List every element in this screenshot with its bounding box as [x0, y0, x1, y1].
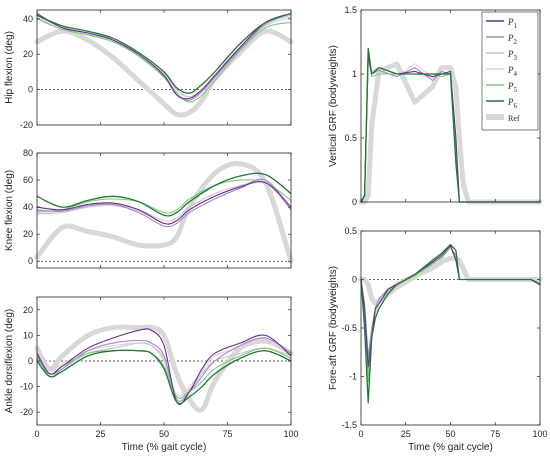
y-tick-label: -0.5: [341, 323, 357, 333]
y-tick-label: -20: [20, 120, 33, 130]
y-tick-label: 0.5: [344, 133, 357, 143]
series-group: [34, 12, 294, 118]
series-line-p1: [360, 244, 541, 368]
x-axis-label: Time (% gait cycle): [408, 442, 493, 453]
legend-label: P3: [507, 49, 518, 62]
series-line-p6: [360, 243, 541, 404]
y-tick-label: 80: [23, 148, 33, 158]
series-line-p3: [36, 342, 292, 399]
y-axis-label: Vertical GRF (bodyweights): [328, 45, 339, 167]
y-tick-label: 40: [23, 14, 33, 24]
y-tick-label: 10: [23, 330, 33, 340]
y-axis-label: Hip flexion (deg): [4, 31, 15, 104]
panel-4: 0 0.5 1 1.5 Vertical GRF (bodyweights): [328, 5, 543, 207]
panel-5: -1.5 -1 -0.5 0 0.5 0 25 50 75 100 Fore-aft GRF (bo…: [328, 226, 548, 453]
y-tick-label: 1: [352, 69, 357, 79]
x-tick-label: 25: [95, 429, 105, 439]
series-group: [34, 324, 294, 413]
series-line-ref: [34, 324, 294, 413]
series-line-p6: [36, 12, 292, 94]
y-tick-label: -1.5: [341, 420, 357, 430]
series-line-p2: [360, 246, 541, 358]
legend-box: [481, 11, 539, 131]
y-axis-label: Fore-aft GRF (bodyweights): [328, 266, 339, 390]
x-tick-label: 75: [222, 429, 232, 439]
x-tick-label: 25: [401, 429, 411, 439]
panel-2: 0 20 40 60 80 Knee flexion (deg): [4, 148, 294, 269]
series-line-ref: [358, 61, 543, 205]
series-line-p5: [36, 18, 292, 103]
y-tick-label: 0.5: [344, 226, 357, 236]
series-line-p6: [36, 349, 292, 405]
y-axis-label: Ankle dorsiflexion (deg): [4, 309, 15, 414]
y-tick-label: -20: [20, 407, 33, 417]
y-tick-label: 0: [352, 275, 357, 285]
series-line-p6: [36, 172, 292, 217]
y-tick-label: 40: [23, 202, 33, 212]
series-line-p1: [36, 328, 292, 405]
series-line-p2: [36, 12, 292, 101]
y-tick-label: -1: [349, 372, 357, 382]
legend-label: P1: [507, 17, 518, 30]
panel-3: -20 -10 0 10 20 0 25 50 75 100 Ankle dorsiflexion …: [4, 296, 299, 453]
y-tick-label: 0: [28, 356, 33, 366]
y-tick-label: 1.5: [344, 5, 357, 15]
series-line-p5: [36, 179, 292, 214]
y-tick-label: 20: [23, 49, 33, 59]
y-tick-label: 20: [23, 229, 33, 239]
x-tick-label: 50: [445, 429, 455, 439]
y-tick-label: 0: [28, 256, 33, 266]
axes-box: [36, 9, 292, 126]
x-tick-label: 100: [532, 429, 547, 439]
x-tick-label: 0: [34, 429, 39, 439]
legend-label: P2: [507, 33, 518, 46]
x-tick-label: 0: [358, 429, 363, 439]
legend-label: P4: [507, 65, 518, 78]
series-line-p1: [36, 181, 292, 225]
series-line-p5: [36, 347, 292, 399]
series-group: [358, 47, 543, 205]
y-tick-label: 20: [23, 305, 33, 315]
series-group: [34, 160, 294, 264]
legend-label: P6: [507, 97, 518, 110]
y-tick-label: 0: [352, 197, 357, 207]
y-tick-label: 0: [28, 85, 33, 95]
series-line-p3: [360, 245, 541, 378]
x-tick-label: 75: [490, 429, 500, 439]
legend: P1 P2 P3 P4 P5 P6 Ref: [481, 11, 539, 131]
series-line-p2: [36, 178, 292, 228]
y-tick-label: -10: [20, 382, 33, 392]
x-tick-label: 100: [283, 429, 298, 439]
series-line-p4: [36, 178, 292, 225]
series-line-ref: [34, 160, 294, 264]
legend-label: Ref: [508, 114, 520, 123]
y-axis-label: Knee flexion (deg): [4, 170, 15, 251]
panel-1: -20 0 20 40 Hip flexion (deg): [4, 9, 294, 130]
y-tick-label: 60: [23, 175, 33, 185]
series-line-p2: [36, 337, 292, 402]
series-line-p3: [36, 14, 292, 98]
series-line-ref: [34, 28, 294, 118]
x-tick-label: 50: [159, 429, 169, 439]
series-group: [358, 243, 543, 404]
series-line-p3: [36, 180, 292, 222]
series-line-p4: [360, 246, 541, 363]
series-line-p1: [36, 12, 292, 100]
series-line-p5: [360, 245, 541, 382]
series-line-ref: [358, 255, 543, 307]
x-axis-label: Time (% gait cycle): [122, 442, 207, 453]
legend-label: P5: [507, 81, 518, 94]
